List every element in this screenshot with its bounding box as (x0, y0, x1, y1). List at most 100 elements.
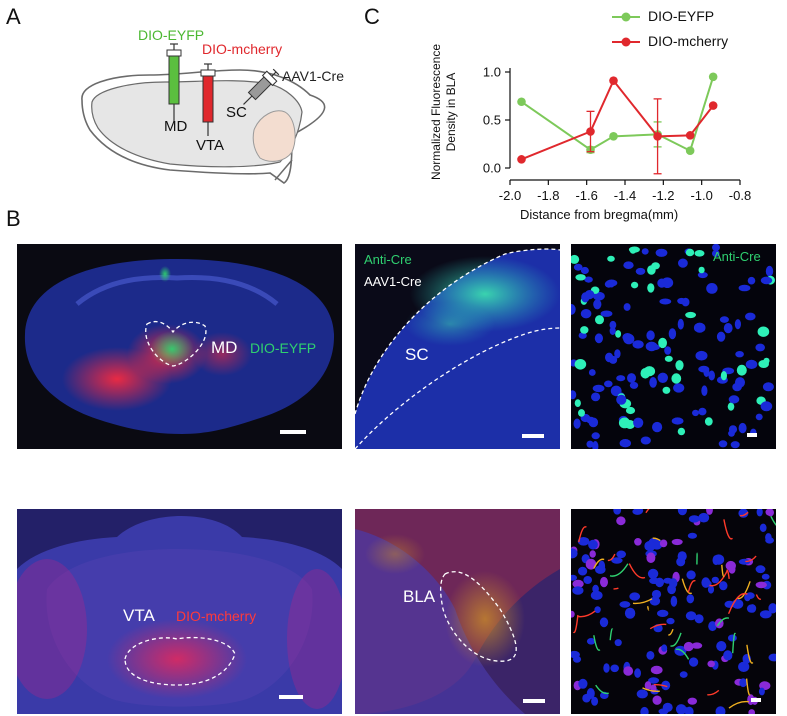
series-line-1 (521, 78, 714, 161)
cell-nucleus (689, 657, 699, 667)
fiber (593, 635, 601, 651)
fiber (675, 648, 690, 660)
x-tick-label: -1.2 (652, 188, 674, 203)
cell-nucleus (727, 402, 735, 411)
cell-nucleus (645, 341, 658, 352)
cell-nucleus (716, 641, 727, 652)
cell-nucleus (686, 594, 695, 604)
fluorescence-line-chart: 0.0 0.5 1.0 -2.0 -1.8 -1.6 -1.4 -1.2 -1.0 -0.8 (483, 65, 751, 204)
cell-nucleus (719, 581, 728, 591)
cell-nucleus (677, 297, 686, 305)
micrograph-anti-cre-label-2: Anti-Cre (713, 249, 761, 264)
label-md: MD (164, 118, 188, 135)
cell-nucleus (658, 337, 667, 349)
cell-nucleus (636, 689, 648, 699)
cell-nucleus (640, 706, 649, 714)
cell-nucleus (701, 385, 708, 396)
cell-nucleus (615, 330, 622, 338)
cell-nucleus (574, 399, 581, 407)
cell-nucleus (593, 299, 602, 310)
cell-nucleus (571, 610, 575, 618)
cell-nucleus (592, 441, 599, 449)
cell-nucleus (603, 663, 610, 673)
x-tick-label: -0.8 (729, 188, 751, 203)
y-axis-title-line-2: Density in BLA (444, 72, 458, 152)
micrograph-md-coronal: MD DIO-EYFP (17, 244, 342, 449)
cell-nucleus (624, 607, 636, 619)
cell-nucleus (768, 603, 776, 614)
cell-nucleus (712, 555, 720, 566)
cell-nucleus (634, 668, 641, 678)
cell-nucleus (738, 284, 751, 292)
cell-nucleus (723, 323, 733, 334)
cell-nucleus (580, 266, 589, 275)
data-point (517, 155, 526, 164)
fiber (628, 563, 646, 579)
cell-nucleus (719, 316, 729, 323)
data-point (685, 131, 695, 140)
cell-nucleus (727, 634, 737, 642)
cell-nucleus (718, 440, 728, 448)
cell-nucleus (573, 263, 583, 271)
scale-bar (522, 434, 544, 438)
cell-nucleus (571, 650, 580, 659)
cell-nucleus (619, 601, 631, 608)
cell-nucleus (746, 604, 756, 613)
cell-nucleus (661, 644, 668, 652)
cell-nucleus (594, 333, 603, 344)
cell-nucleus (618, 417, 631, 429)
data-point (653, 132, 662, 141)
cell-nucleus (623, 261, 634, 269)
cell-nucleus (760, 401, 773, 412)
cell-nucleus (685, 248, 695, 257)
cell-nucleus (610, 385, 622, 397)
micrograph-md-label: MD (211, 338, 238, 357)
fiber (609, 628, 614, 641)
cell-nucleus (711, 576, 719, 584)
cell-nucleus (584, 276, 593, 283)
fiber (745, 555, 757, 563)
cell-nucleus (728, 430, 735, 437)
fiber (732, 632, 736, 654)
x-tick-label: -1.8 (537, 188, 559, 203)
cell-nucleus (695, 350, 708, 361)
cell-nucleus (666, 617, 675, 625)
cell-nucleus (745, 359, 758, 369)
fiber (726, 569, 730, 579)
micrograph-mcherry-label: DIO-mcherry (176, 608, 257, 624)
cerebellum-shape (252, 110, 296, 162)
micrograph-vta-coronal: VTA DIO-mcherry (17, 509, 342, 714)
x-tick-label: -1.4 (614, 188, 636, 203)
cell-nucleus (634, 509, 644, 514)
cell-nucleus (707, 585, 715, 594)
cell-nucleus (736, 364, 747, 376)
cell-nucleus (595, 315, 604, 325)
cell-nucleus (757, 326, 770, 337)
cell-nucleus (760, 276, 773, 285)
cell-nucleus (578, 332, 587, 339)
cell-nucleus (640, 436, 651, 445)
cell-nucleus (591, 696, 599, 706)
cell-nucleus (631, 281, 639, 289)
cell-nucleus (755, 413, 763, 421)
cell-nucleus (693, 322, 706, 333)
cell-nucleus (759, 523, 767, 532)
cell-nucleus (698, 512, 710, 523)
cell-nucleus (633, 417, 644, 428)
cell-nucleus (694, 250, 705, 257)
cell-nucleus (659, 298, 672, 305)
cell-nucleus (685, 311, 696, 319)
y-tick-label: 0.0 (483, 161, 501, 176)
fiber (613, 587, 619, 590)
y-tick-label: 0.5 (483, 113, 501, 128)
micrograph-sc-label: SC (405, 345, 429, 364)
micrograph-bla-highmag (571, 509, 776, 714)
cell-nucleus (580, 326, 589, 334)
cell-nucleus (712, 244, 720, 251)
cell-nucleus (591, 432, 600, 440)
micrograph-aav1-cre-label: AAV1-Cre (364, 274, 422, 289)
fiber (723, 519, 733, 540)
fiber (670, 632, 682, 647)
label-dio-mcherry: DIO-mcherry (202, 41, 283, 57)
scale-bar (279, 695, 303, 699)
